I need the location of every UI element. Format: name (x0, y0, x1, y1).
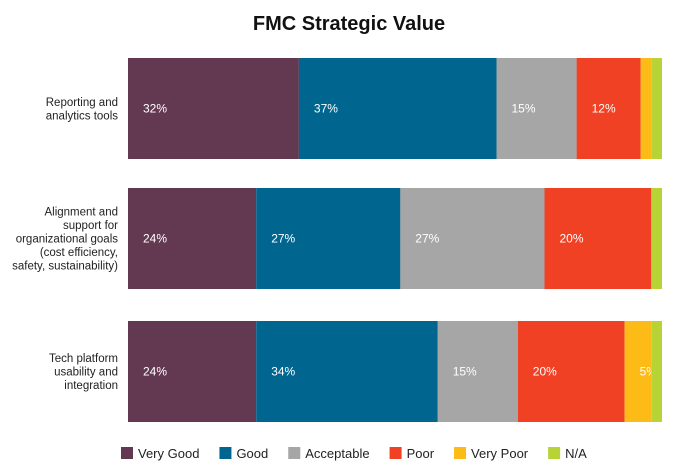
category-label: analytics tools (46, 110, 118, 122)
category-label: Alignment and (44, 207, 118, 219)
bar-segment (624, 321, 652, 422)
legend-label: Very Poor (471, 446, 529, 461)
data-label: 2% (666, 365, 684, 379)
data-label: 20% (560, 232, 584, 246)
bar-segment (256, 321, 438, 422)
bar-segment (544, 188, 652, 289)
bar-segment (437, 321, 518, 422)
bar-segment (400, 188, 545, 289)
legend-label: N/A (565, 446, 587, 461)
category-label: integration (64, 380, 118, 392)
legend-swatch (288, 447, 301, 459)
legend-label: Very Good (138, 446, 199, 461)
bar-segment (128, 321, 257, 422)
category-label: usability and (54, 367, 118, 379)
data-label: 37% (314, 102, 338, 116)
category-label: support for (63, 220, 118, 232)
category-label: safety, sustainability) (12, 261, 118, 273)
bars-layer: 32% 37% 15% 12% 2% 2% 24% 27% 27% 20% 2% 24% 34% 15% 2… (128, 58, 684, 422)
category-label: Tech platform (49, 353, 118, 365)
bar-segment (496, 58, 577, 159)
bar-segment (576, 58, 641, 159)
legend-swatch (389, 447, 402, 459)
bar-segment (640, 58, 652, 159)
bar-segment (651, 321, 662, 422)
legend-swatch (121, 447, 133, 459)
bar-segment (128, 188, 257, 289)
data-label: 34% (271, 365, 295, 379)
data-label: 15% (512, 102, 536, 116)
chart-title: FMC Strategic Value (253, 13, 445, 35)
data-label: 24% (143, 365, 167, 379)
category-label: Reporting and (46, 97, 118, 109)
data-label: 24% (143, 232, 167, 246)
bar-segment (651, 58, 662, 159)
bar-segment (298, 58, 497, 159)
legend-label: Poor (407, 446, 435, 461)
legend-swatch (454, 447, 467, 459)
bar-segment (256, 188, 401, 289)
legend-swatch (548, 447, 561, 459)
data-label: 2% (666, 102, 684, 116)
bar-segment (517, 321, 625, 422)
data-label: 27% (415, 232, 439, 246)
legend: Very Good Good Acceptable Poor Very Poor N/A (121, 446, 587, 461)
data-label: 27% (271, 232, 295, 246)
data-label: 2% (666, 232, 684, 246)
legend-swatch (219, 447, 232, 459)
legend-label: Good (236, 446, 268, 461)
data-label: 20% (533, 365, 557, 379)
bar-segment (128, 58, 299, 159)
category-label: organizational goals (16, 234, 119, 246)
data-label: 15% (453, 365, 477, 379)
legend-label: Acceptable (305, 446, 369, 461)
bar-segment (651, 188, 662, 289)
data-label: 32% (143, 102, 167, 116)
data-label: 12% (592, 102, 616, 116)
category-label: (cost efficiency, (40, 247, 118, 259)
